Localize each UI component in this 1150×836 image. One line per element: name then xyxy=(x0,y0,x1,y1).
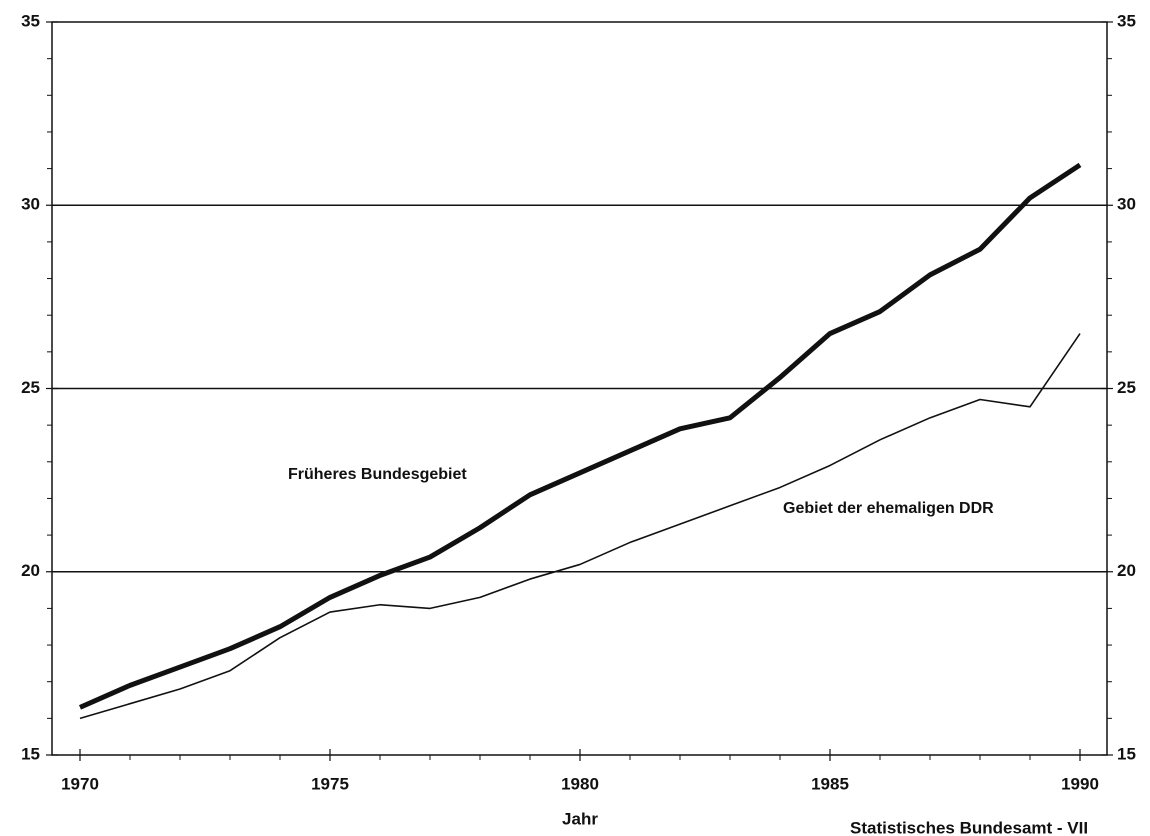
y2-tick-label: 15 xyxy=(1117,744,1136,763)
y2-tick-label: 25 xyxy=(1117,378,1136,397)
y-tick-label: 25 xyxy=(21,378,40,397)
y2-tick-label: 35 xyxy=(1117,11,1136,30)
y-tick-label: 35 xyxy=(21,11,40,30)
y-tick-label: 15 xyxy=(21,744,40,763)
x-tick-label: 1970 xyxy=(61,774,99,793)
y2-tick-label: 20 xyxy=(1117,561,1136,580)
x-tick-label: 1975 xyxy=(311,774,349,793)
y2-tick-label: 30 xyxy=(1117,195,1136,214)
x-tick-label: 1990 xyxy=(1061,774,1099,793)
line-series xyxy=(78,162,1082,710)
series-label: Gebiet der ehemaligen DDR xyxy=(783,500,994,517)
source: Statistisches Bundesamt - VII xyxy=(850,818,1088,836)
line-series xyxy=(79,333,1081,720)
x-axis-label: Jahr xyxy=(562,809,598,828)
y-tick-label: 30 xyxy=(21,195,40,214)
x-tick-label: 1980 xyxy=(561,774,599,793)
x-tick-label: 1985 xyxy=(811,774,849,793)
series-label: Früheres Bundesgebiet xyxy=(288,466,467,483)
y-tick-label: 20 xyxy=(21,561,40,580)
